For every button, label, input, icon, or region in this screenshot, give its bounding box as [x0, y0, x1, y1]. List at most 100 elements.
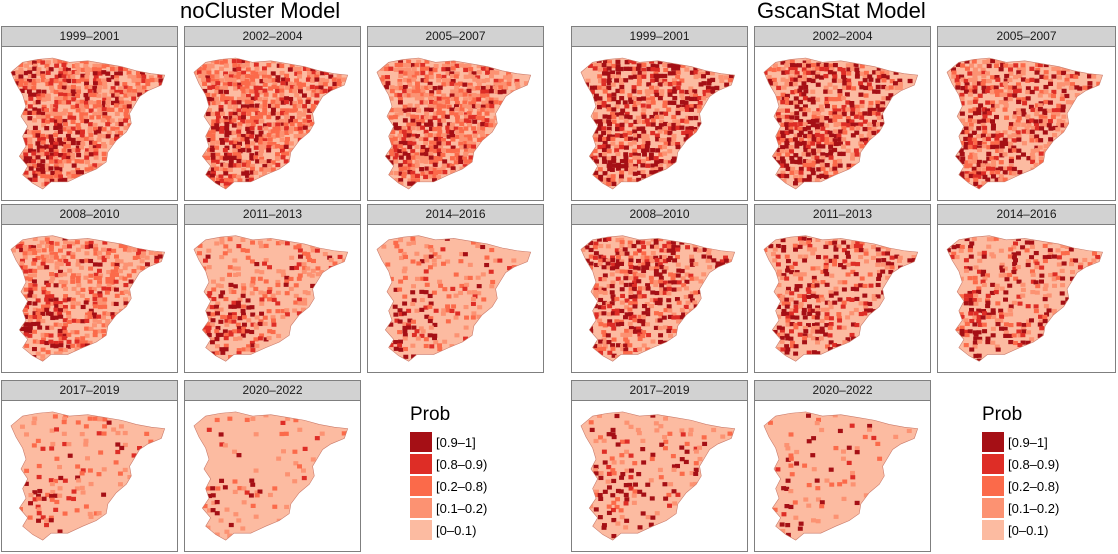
municipality-cell [394, 112, 400, 117]
municipality-cell [389, 107, 395, 113]
municipality-cell [1008, 312, 1014, 317]
municipality-cell [48, 159, 54, 164]
municipality-cell [964, 82, 970, 87]
municipality-cell [58, 95, 64, 101]
municipality-cell [793, 308, 799, 313]
municipality-cell [659, 92, 665, 98]
municipality-cell [92, 104, 98, 109]
municipality-cell [105, 277, 111, 282]
municipality-cell [401, 137, 407, 142]
municipality-cell [250, 240, 256, 245]
municipality-cell [792, 122, 798, 127]
municipality-cell [50, 343, 56, 348]
municipality-cell [875, 100, 881, 105]
municipality-cell [45, 114, 51, 119]
municipality-cell [397, 100, 403, 105]
municipality-cell [410, 301, 416, 307]
municipality-cell [671, 244, 677, 250]
municipality-cell [823, 268, 829, 274]
municipality-cell [66, 126, 72, 131]
municipality-cell [424, 147, 430, 153]
municipality-cell [829, 67, 835, 72]
municipality-cell [1029, 138, 1035, 143]
municipality-cell [610, 258, 616, 263]
municipality-cell [837, 89, 843, 94]
municipality-cell [683, 294, 689, 300]
municipality-cell [858, 301, 864, 306]
municipality-cell [433, 133, 439, 138]
municipality-cell [597, 74, 603, 79]
municipality-cell [653, 73, 659, 78]
municipality-cell [449, 81, 455, 86]
municipality-cell [907, 258, 913, 263]
municipality-cell [101, 258, 107, 263]
municipality-cell [1025, 129, 1031, 135]
municipality-cell [40, 515, 46, 520]
municipality-cell [44, 254, 50, 259]
municipality-cell [101, 492, 107, 497]
municipality-cell [380, 66, 386, 71]
municipality-cell [74, 70, 80, 76]
municipality-cell [266, 114, 272, 120]
municipality-cell [655, 148, 661, 153]
municipality-cell [701, 81, 707, 86]
municipality-cell [106, 115, 112, 121]
municipality-cell [245, 298, 251, 303]
municipality-cell [454, 85, 460, 90]
municipality-cell [215, 332, 221, 338]
municipality-cell [45, 134, 51, 139]
municipality-cell [820, 126, 826, 131]
municipality-cell [32, 92, 38, 97]
municipality-cell [780, 77, 786, 82]
municipality-cell [207, 316, 212, 321]
municipality-cell [670, 158, 676, 164]
municipality-cell [823, 255, 829, 260]
municipality-cell [271, 322, 277, 327]
municipality-cell [231, 77, 237, 83]
municipality-cell [240, 133, 246, 139]
municipality-cell [619, 78, 625, 83]
municipality-cell [114, 77, 119, 83]
municipality-cell [437, 156, 443, 162]
municipality-cell [802, 297, 807, 303]
municipality-cell [241, 115, 246, 120]
municipality-cell [80, 107, 86, 112]
municipality-cell [83, 112, 89, 117]
municipality-cell [48, 155, 54, 160]
municipality-cell [823, 332, 829, 337]
municipality-cell [606, 63, 612, 68]
municipality-cell [633, 347, 639, 353]
municipality-cell [128, 279, 134, 284]
municipality-cell [393, 287, 399, 292]
municipality-cell [490, 279, 496, 285]
municipality-cell [805, 144, 811, 150]
municipality-cell [597, 305, 603, 310]
municipality-cell [763, 70, 768, 75]
municipality-cell [785, 152, 791, 157]
municipality-cell [828, 340, 834, 345]
municipality-cell [977, 140, 983, 146]
municipality-cell [689, 276, 695, 281]
municipality-cell [658, 137, 664, 143]
municipality-cell [829, 141, 835, 146]
municipality-cell [57, 84, 63, 90]
municipality-cell [1037, 145, 1043, 150]
municipality-cell [62, 118, 68, 124]
municipality-cell [653, 255, 659, 260]
municipality-cell [971, 137, 977, 142]
municipality-cell [606, 340, 612, 345]
municipality-cell [80, 468, 86, 473]
municipality-cell [628, 326, 634, 331]
municipality-cell [450, 96, 456, 102]
municipality-cell [432, 174, 438, 179]
municipality-cell [607, 74, 613, 80]
municipality-cell [45, 291, 51, 296]
municipality-cell [497, 90, 503, 95]
municipality-cell [240, 308, 246, 314]
municipality-cell [1064, 250, 1070, 256]
municipality-cell [815, 71, 821, 76]
municipality-cell [964, 329, 970, 334]
municipality-cell [644, 144, 650, 149]
municipality-cell [480, 85, 486, 91]
municipality-cell [83, 115, 89, 120]
